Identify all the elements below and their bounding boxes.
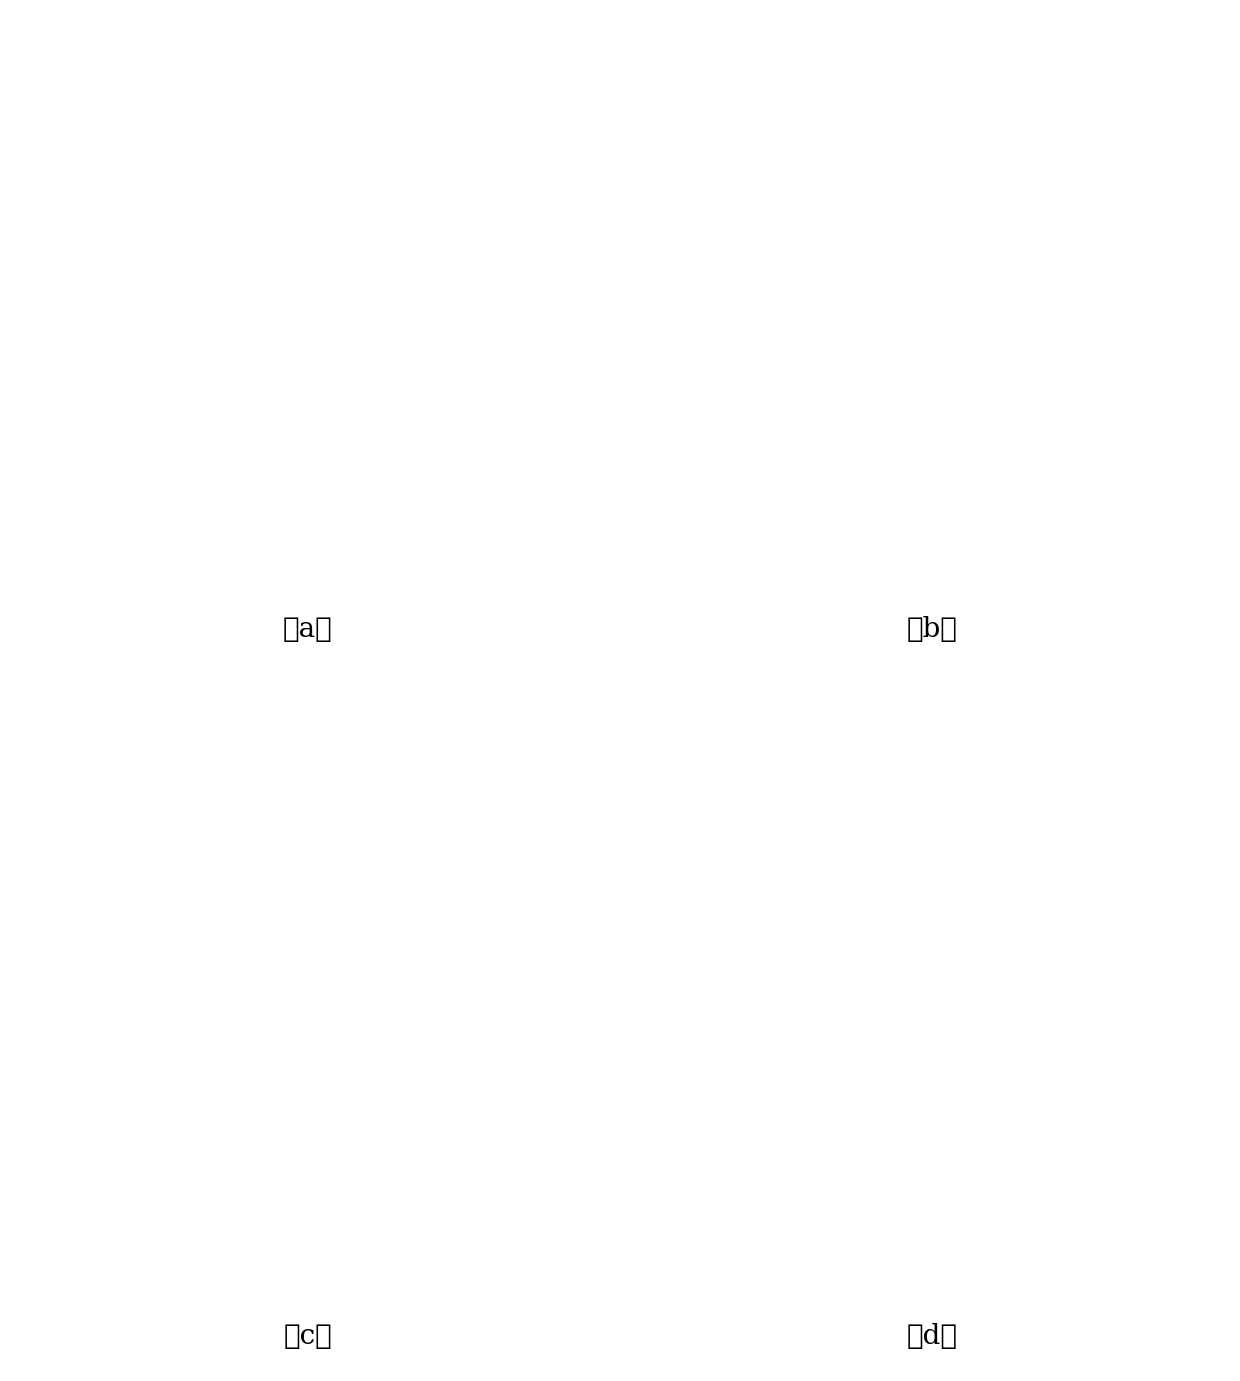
Polygon shape (1055, 213, 1117, 269)
Polygon shape (810, 472, 970, 534)
Text: （d）: （d） (906, 1323, 959, 1349)
Polygon shape (1105, 1156, 1166, 1174)
Polygon shape (699, 507, 822, 562)
Polygon shape (1007, 359, 1080, 427)
Text: （b）: （b） (906, 616, 959, 644)
Text: W: W (637, 836, 653, 853)
Polygon shape (0, 663, 62, 726)
Polygon shape (858, 105, 963, 184)
Text: Ti: Ti (637, 993, 652, 1011)
Text: 200 nm: 200 nm (71, 519, 114, 529)
Polygon shape (760, 258, 932, 337)
Polygon shape (1178, 359, 1240, 456)
Polygon shape (760, 1178, 858, 1207)
Text: （a）: （a） (283, 616, 332, 644)
Polygon shape (748, 173, 932, 275)
Polygon shape (735, 1190, 810, 1213)
Polygon shape (699, 313, 858, 394)
Polygon shape (1148, 438, 1228, 518)
Polygon shape (625, 77, 760, 173)
Text: 5 nm: 5 nm (295, 1242, 314, 1250)
Polygon shape (889, 54, 1012, 122)
Polygon shape (1166, 269, 1240, 370)
Polygon shape (1178, 134, 1240, 213)
Text: （c）: （c） (283, 1323, 332, 1349)
Polygon shape (625, 54, 735, 110)
Polygon shape (1086, 99, 1190, 178)
Polygon shape (233, 682, 308, 744)
Text: Au: Au (637, 678, 660, 696)
Polygon shape (0, 663, 135, 776)
Polygon shape (901, 77, 1024, 156)
Polygon shape (625, 32, 748, 77)
Text: HAADF-STEM: HAADF-STEM (637, 1150, 746, 1168)
Polygon shape (270, 675, 339, 720)
Polygon shape (625, 512, 723, 569)
Polygon shape (1130, 43, 1240, 145)
